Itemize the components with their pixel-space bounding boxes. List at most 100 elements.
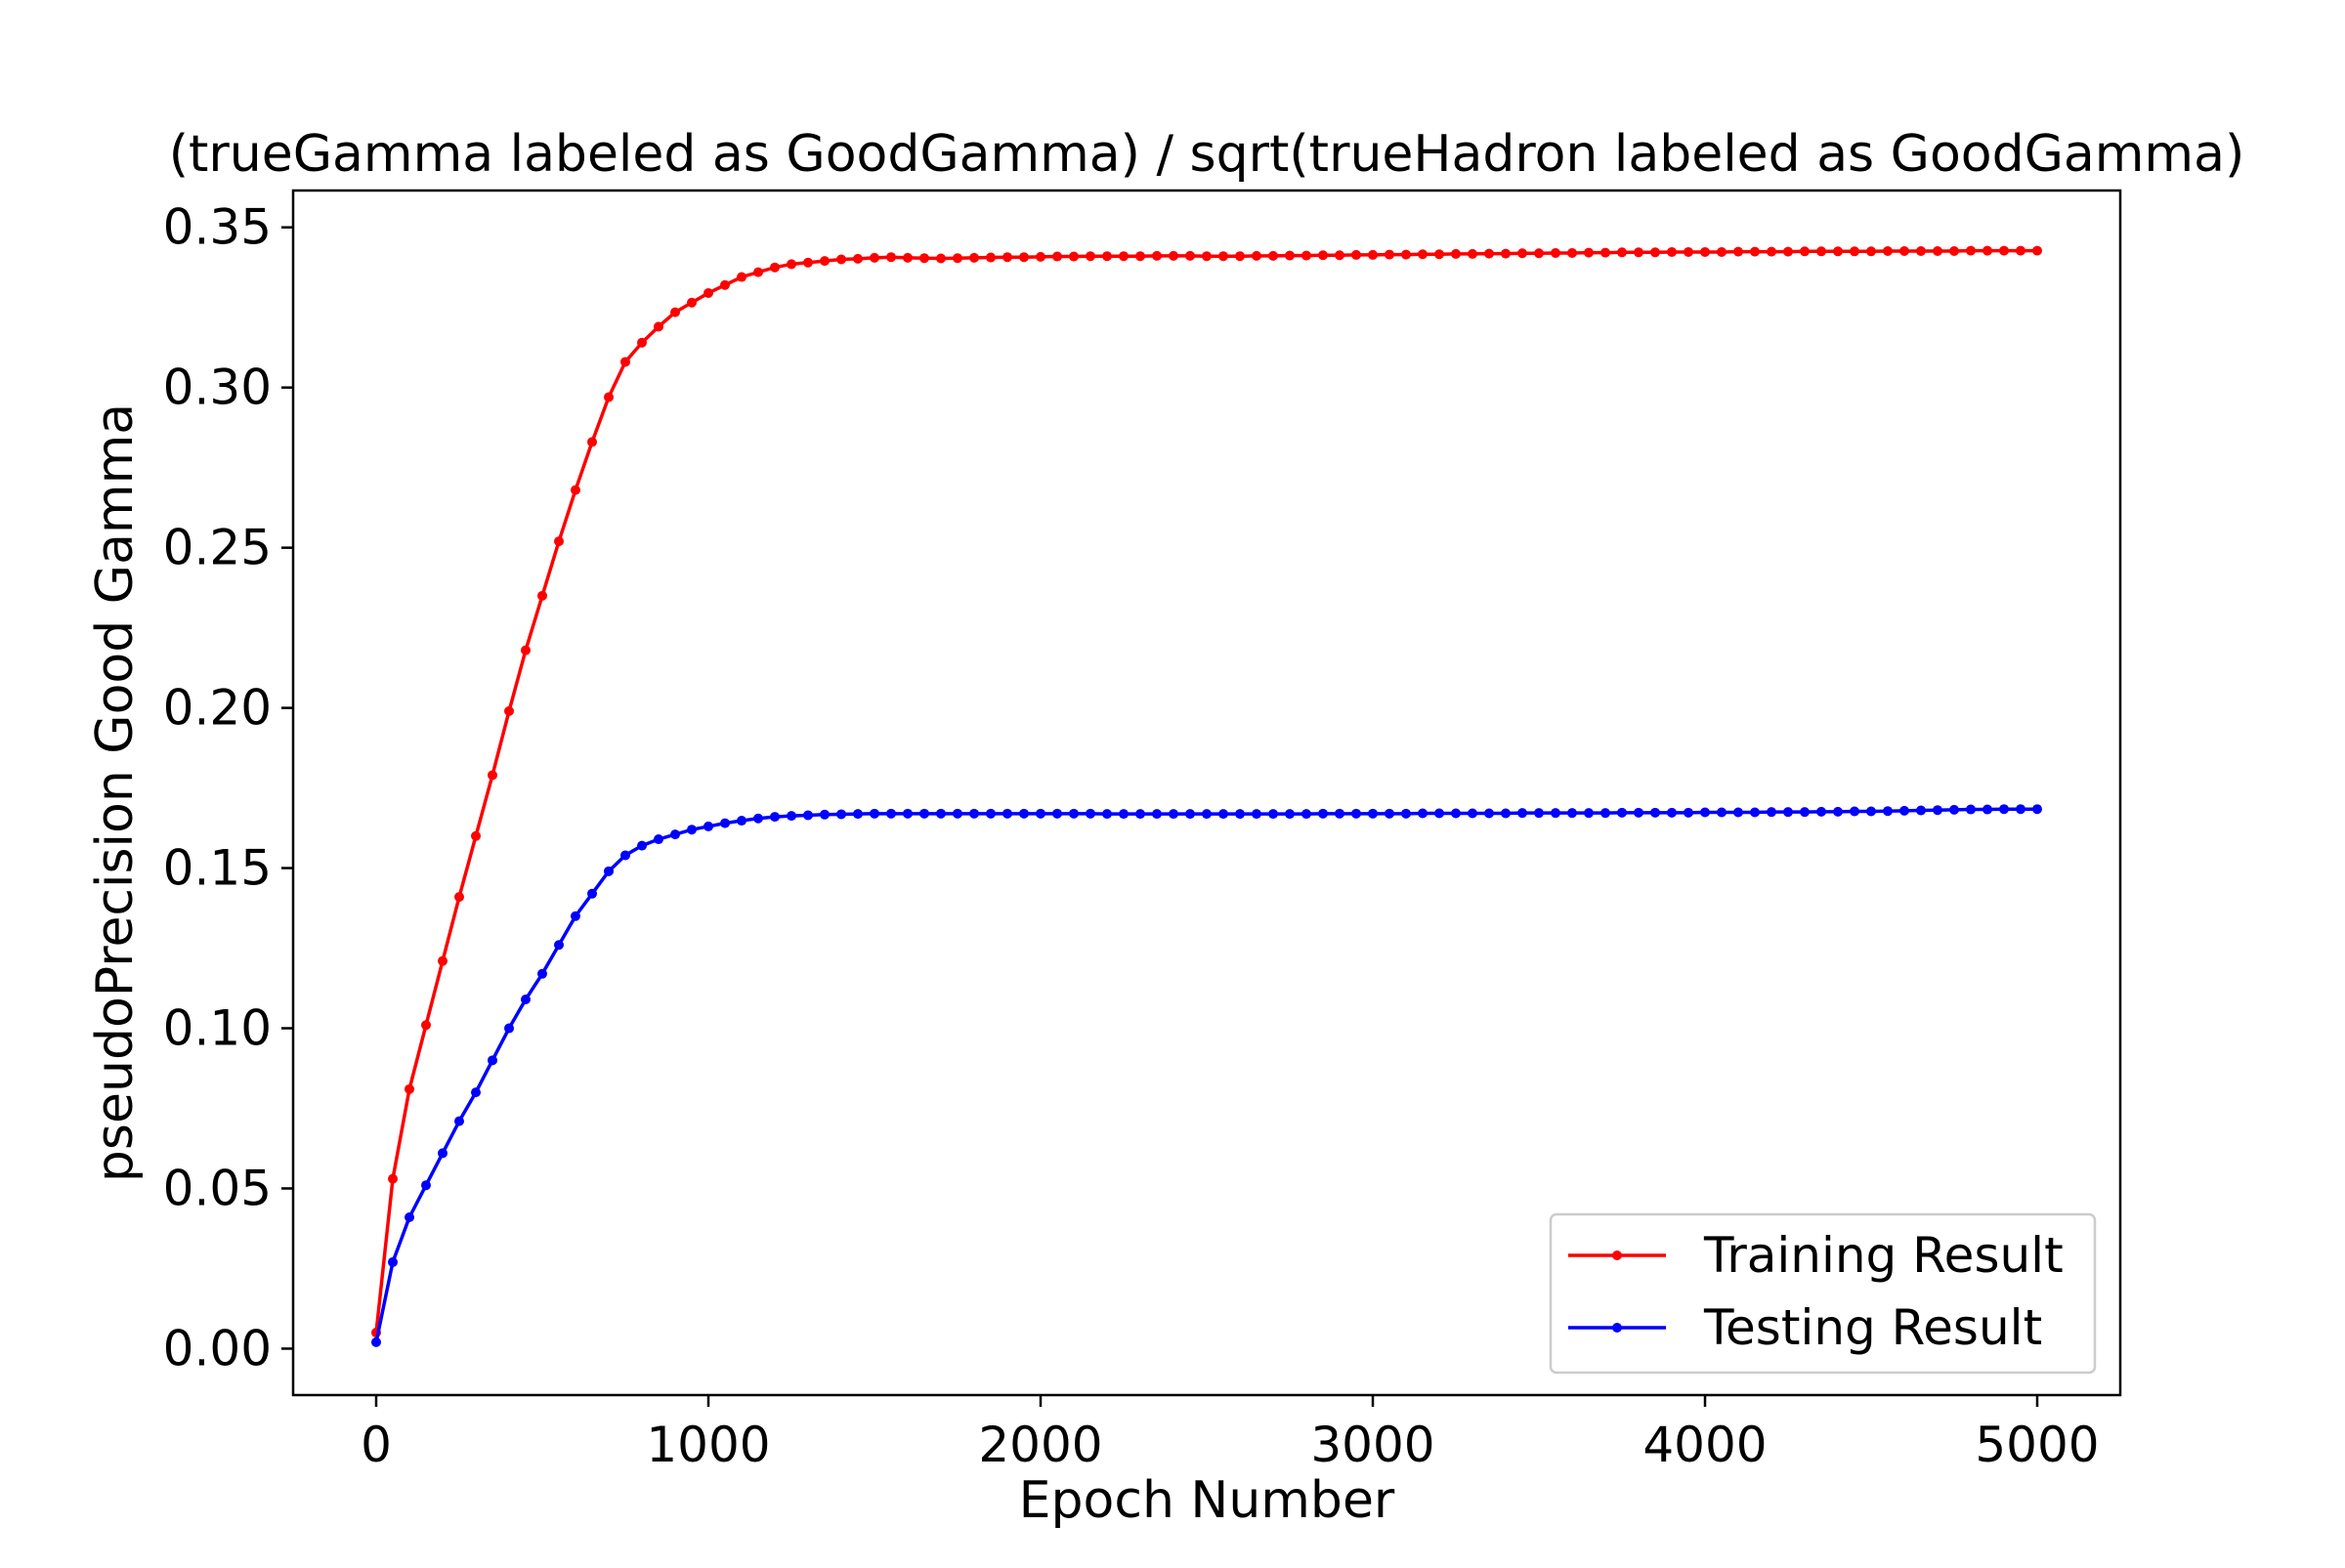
data-point xyxy=(1218,809,1228,820)
x-tick-label: 1000 xyxy=(646,1417,770,1473)
data-point xyxy=(1418,249,1428,260)
legend-label: Testing Result xyxy=(1703,1299,2042,1356)
data-point xyxy=(787,811,796,822)
data-point xyxy=(1634,807,1643,818)
data-point xyxy=(1534,248,1544,259)
data-point xyxy=(1883,806,1893,817)
data-point xyxy=(1434,249,1444,260)
data-point xyxy=(1036,251,1045,262)
data-point xyxy=(1700,807,1710,818)
data-point xyxy=(1252,809,1261,820)
data-point xyxy=(1202,809,1212,820)
data-point xyxy=(986,252,996,263)
data-point xyxy=(1833,246,1843,257)
data-point xyxy=(1202,251,1212,262)
legend-box xyxy=(1549,1212,2097,1375)
data-point xyxy=(1750,246,1760,257)
data-point xyxy=(1883,245,1893,256)
data-point xyxy=(1949,804,1959,815)
chart-title: (trueGamma labeled as GoodGamma) / sqrt(… xyxy=(169,125,2244,184)
data-point xyxy=(1999,804,2009,815)
data-point xyxy=(1368,249,1378,260)
data-point xyxy=(1783,246,1793,257)
data-point xyxy=(903,252,913,263)
data-point xyxy=(604,866,614,876)
data-point xyxy=(1285,809,1295,820)
data-point xyxy=(1086,251,1095,262)
data-point xyxy=(521,995,531,1005)
data-point xyxy=(936,808,946,819)
data-point xyxy=(554,940,564,951)
data-point xyxy=(787,259,796,270)
y-tick-label: 0.05 xyxy=(163,1160,272,1216)
data-point xyxy=(1650,807,1660,818)
data-point xyxy=(421,1020,431,1031)
data-point xyxy=(1850,806,1859,817)
data-point xyxy=(1534,808,1544,819)
data-point xyxy=(1567,247,1577,258)
data-point xyxy=(654,834,663,845)
data-point xyxy=(1567,808,1577,819)
data-point xyxy=(571,911,580,921)
data-point xyxy=(438,955,448,966)
x-tick-label: 4000 xyxy=(1642,1417,1767,1473)
data-point xyxy=(1268,809,1278,820)
data-point xyxy=(1617,807,1627,818)
data-point xyxy=(670,829,680,840)
data-point xyxy=(1285,250,1295,261)
data-point xyxy=(2032,245,2042,256)
data-point xyxy=(1684,807,1693,818)
data-point xyxy=(1451,248,1461,259)
data-point xyxy=(953,253,962,264)
data-point xyxy=(1634,247,1643,258)
data-point xyxy=(803,257,813,268)
data-point xyxy=(753,813,763,824)
data-point xyxy=(471,1087,481,1098)
data-point xyxy=(1600,808,1610,819)
data-point xyxy=(1983,804,1992,815)
data-point xyxy=(1069,808,1079,819)
data-point xyxy=(1717,246,1727,257)
data-point xyxy=(969,808,979,819)
data-point xyxy=(953,808,962,819)
data-point xyxy=(820,256,830,267)
data-point xyxy=(388,1173,398,1184)
data-point xyxy=(1866,806,1876,817)
data-point xyxy=(1169,809,1178,820)
data-point xyxy=(1152,250,1162,261)
data-point xyxy=(737,816,746,826)
series-testing xyxy=(371,804,2042,1347)
data-point xyxy=(770,812,780,823)
data-point xyxy=(1235,251,1245,262)
y-tick-label: 0.10 xyxy=(163,1000,272,1057)
data-point xyxy=(637,337,647,348)
data-point xyxy=(405,1083,414,1094)
y-tick-label: 0.35 xyxy=(163,199,272,256)
data-point xyxy=(1999,245,2009,256)
data-point xyxy=(886,252,896,263)
data-point xyxy=(836,809,846,820)
data-point xyxy=(1385,249,1394,260)
x-axis: 0 1000 2000 3000 4000 5000 xyxy=(361,1395,2100,1473)
x-tick-label: 3000 xyxy=(1310,1417,1434,1473)
data-point xyxy=(488,1055,497,1066)
data-point xyxy=(1517,248,1527,259)
data-point xyxy=(1418,808,1428,819)
data-point xyxy=(986,808,996,819)
data-point xyxy=(1019,252,1029,263)
data-point xyxy=(1816,246,1826,257)
data-point xyxy=(1899,805,1909,816)
data-point xyxy=(1069,251,1079,262)
legend-swatch-marker xyxy=(1612,1250,1622,1260)
data-point xyxy=(670,307,680,318)
data-point xyxy=(1119,251,1129,262)
data-point xyxy=(720,818,730,828)
data-point xyxy=(870,808,879,819)
data-point xyxy=(1401,249,1411,260)
data-point xyxy=(1667,807,1677,818)
data-point xyxy=(1052,251,1062,262)
data-point xyxy=(836,254,846,265)
data-point xyxy=(537,590,547,601)
data-point xyxy=(1983,245,1992,256)
